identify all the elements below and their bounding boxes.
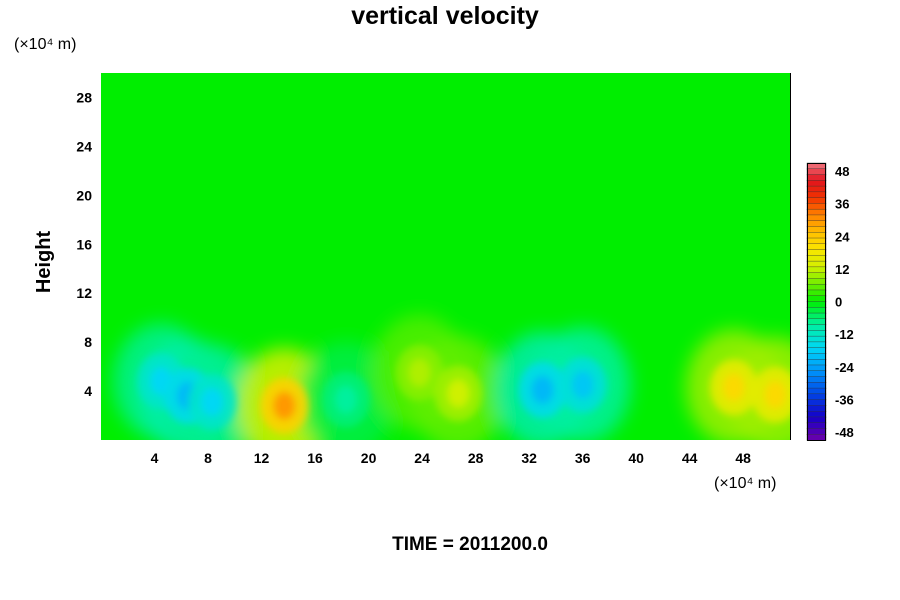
colorbar-tick-label: 36 (835, 197, 849, 212)
x-tick-label: 12 (254, 450, 270, 466)
field-feature-core (334, 385, 357, 414)
colorbar-band (806, 220, 827, 228)
colorbar-tick-label: -48 (835, 425, 854, 440)
field-feature-core (722, 373, 745, 402)
colorbar-band (806, 341, 827, 349)
field-feature-core (764, 380, 787, 409)
colorbar-band (806, 289, 827, 297)
colorbar-band (806, 399, 827, 406)
colorbar-tick-label: -12 (835, 327, 854, 342)
x-tick-label: 4 (151, 450, 159, 466)
x-tick-label: 20 (361, 450, 377, 466)
x-tick-label: 24 (414, 450, 430, 466)
colorbar-band (806, 174, 827, 181)
y-tick-label: 12 (76, 285, 92, 301)
colorbar-tick-label: -36 (835, 392, 854, 407)
colorbar-band (806, 185, 827, 193)
colorbar-band (806, 387, 827, 395)
x-tick-label: 48 (735, 450, 751, 466)
colorbar-band (806, 249, 827, 256)
field-feature-core (201, 388, 224, 417)
field-feature-core (531, 375, 554, 404)
colorbar-band (806, 335, 827, 343)
colorbar-band (806, 410, 827, 418)
colorbar: 48 36 24 12 0 -12 -24 -36 -48 (806, 162, 855, 441)
x-tick-label: 40 (628, 450, 644, 466)
plot-area (101, 73, 791, 440)
colorbar-band (806, 318, 827, 326)
y-tick-labels: 4 8 12 16 20 24 28 (76, 89, 92, 399)
field-feature-core (447, 379, 470, 408)
colorbar-band (806, 168, 827, 176)
y-tick-label: 16 (76, 236, 92, 252)
colorbar-band (806, 376, 827, 383)
colorbar-band (806, 226, 827, 233)
colorbar-band (806, 307, 827, 314)
colorbar-band (806, 393, 827, 401)
time-label: TIME = 2011200.0 (392, 534, 548, 555)
colorbar-band (806, 180, 827, 187)
colorbar-band (806, 272, 827, 280)
colorbar-band (806, 266, 827, 274)
colorbar-border (807, 163, 826, 441)
colorbar-band (806, 382, 827, 389)
colorbar-band (806, 214, 827, 222)
field-feature-core (408, 358, 431, 387)
colorbar-band (806, 422, 827, 430)
colorbar-band (806, 301, 827, 308)
colorbar-band (806, 370, 827, 378)
x-tick-label: 28 (468, 450, 484, 466)
colorbar-band (806, 260, 827, 268)
colorbar-band (806, 191, 827, 199)
field-feature-core (571, 370, 594, 399)
colorbar-band (806, 359, 827, 366)
chart-title: vertical velocity (351, 2, 539, 30)
colorbar-band (806, 295, 827, 303)
colorbar-tick-label: 24 (835, 229, 850, 244)
x-tick-label: 44 (682, 450, 698, 466)
colorbar-band (806, 428, 827, 435)
colorbar-tick-label: 12 (835, 262, 849, 277)
x-unit-label: (×10⁴ m) (714, 475, 776, 492)
colorbar-band (806, 324, 827, 331)
colorbar-band (806, 434, 827, 441)
colorbar-band (806, 255, 827, 262)
colorbar-band (806, 312, 827, 320)
x-tick-label: 16 (307, 450, 323, 466)
colorbar-band (806, 243, 827, 251)
y-tick-label: 20 (76, 187, 92, 203)
colorbar-band (806, 283, 827, 291)
colorbar-band (806, 347, 827, 355)
colorbar-band (806, 197, 827, 204)
x-tick-label: 32 (521, 450, 537, 466)
y-tick-label: 28 (76, 89, 92, 105)
colorbar-band (806, 278, 827, 285)
y-tick-label: 4 (84, 383, 92, 399)
y-axis-label: Height (33, 231, 55, 294)
field-feature-core (273, 391, 296, 420)
colorbar-band (806, 237, 827, 245)
x-tick-labels: 4 8 12 16 20 24 28 32 36 40 44 48 (151, 450, 752, 466)
y-unit-label: (×10⁴ m) (14, 36, 76, 53)
colorbar-band (806, 330, 827, 337)
colorbar-band (806, 353, 827, 360)
colorbar-tick-label: 48 (835, 164, 849, 179)
colorbar-band (806, 208, 827, 216)
colorbar-band (806, 364, 827, 372)
x-tick-label: 8 (204, 450, 212, 466)
x-tick-label: 36 (575, 450, 591, 466)
colorbar-band (806, 416, 827, 424)
colorbar-tick-label: 0 (835, 295, 842, 310)
y-tick-label: 24 (76, 138, 92, 154)
colorbar-band (806, 232, 827, 239)
velocity-field (113, 314, 790, 440)
colorbar-tick-label: -24 (835, 360, 855, 375)
colorbar-band (806, 405, 827, 412)
y-tick-label: 8 (84, 334, 92, 350)
colorbar-band (806, 203, 827, 210)
